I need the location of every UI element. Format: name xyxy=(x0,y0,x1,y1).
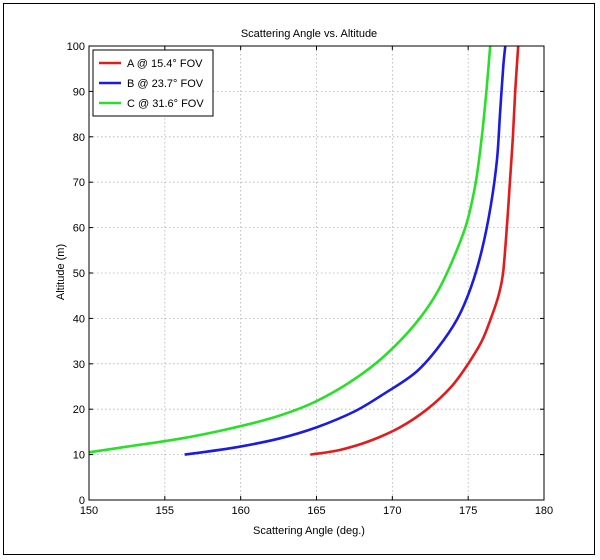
y-tick-label: 100 xyxy=(67,41,85,53)
legend-label: A @ 15.4° FOV xyxy=(127,58,203,70)
y-tick-label: 40 xyxy=(73,313,85,325)
series-line-b xyxy=(184,45,507,456)
y-tick-label: 10 xyxy=(73,450,85,462)
y-tick-label: 90 xyxy=(73,86,85,98)
series-lines xyxy=(88,45,520,456)
x-tick-label: 160 xyxy=(231,505,249,517)
x-tick-label: 175 xyxy=(459,505,477,517)
x-tick-label: 180 xyxy=(535,505,553,517)
y-tick-label: 50 xyxy=(73,268,85,280)
x-tick-label: 170 xyxy=(383,505,401,517)
y-tick-label: 70 xyxy=(73,177,85,189)
legend-label: C @ 31.6° FOV xyxy=(127,98,204,110)
legend: A @ 15.4° FOV B @ 23.7° FOV C @ 31.6° FOV xyxy=(92,49,214,117)
x-tick-label: 155 xyxy=(156,505,174,517)
y-tick-label: 30 xyxy=(73,359,85,371)
x-axis-label: Scattering Angle (deg.) xyxy=(253,525,365,537)
x-tick-label: 150 xyxy=(80,505,98,517)
chart-title: Scattering Angle vs. Altitude xyxy=(241,28,377,40)
y-tick-label: 20 xyxy=(73,404,85,416)
legend-label: B @ 23.7° FOV xyxy=(127,78,204,90)
y-tick-label: 0 xyxy=(79,495,85,507)
x-tick-label: 165 xyxy=(307,505,325,517)
y-axis-label: Altitude (m) xyxy=(55,244,67,300)
y-tick-label: 80 xyxy=(73,132,85,144)
plot-area xyxy=(89,46,544,500)
y-tick-label: 60 xyxy=(73,223,85,235)
series-line-a xyxy=(310,45,520,456)
axis-ticks: 150 155 160 165 170 175 180 0 10 20 30 40 50 60 70 80 90… xyxy=(67,41,554,517)
series-line-c xyxy=(88,45,492,454)
